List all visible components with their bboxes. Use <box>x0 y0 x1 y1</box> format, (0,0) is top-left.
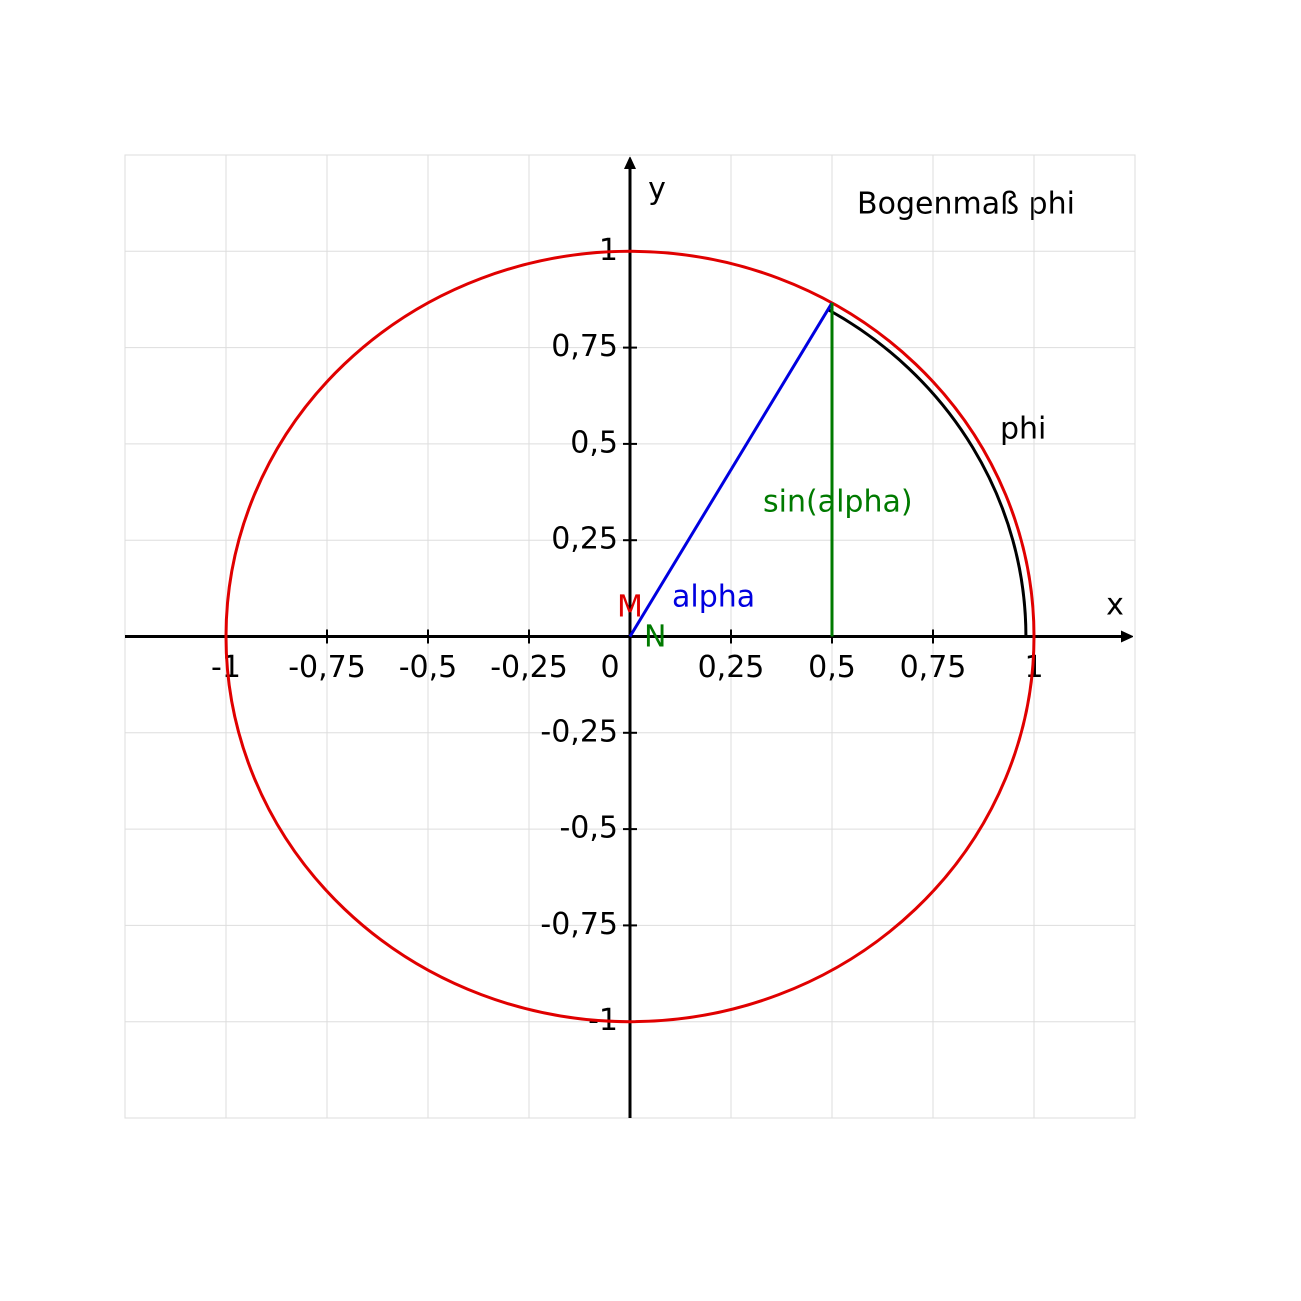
x-tick-label: 0,75 <box>900 650 967 685</box>
y-tick-label: -0,75 <box>540 907 618 942</box>
x-tick-label: -0,25 <box>490 650 568 685</box>
radius-line <box>628 302 834 638</box>
x-tick-label: 0 <box>600 650 619 685</box>
y-tick-label: -0,5 <box>559 811 618 846</box>
x-tick-label: -0,5 <box>399 650 458 685</box>
x-axis-label: x <box>1106 588 1124 623</box>
label-m: M <box>617 590 643 625</box>
unit-circle <box>224 249 1036 1024</box>
label-phi: phi <box>1000 412 1046 447</box>
y-axis-label: y <box>648 172 666 207</box>
x-tick-label: 0,5 <box>808 650 856 685</box>
x-tick-label: -0,75 <box>288 650 366 685</box>
label-sin: sin(alpha) <box>763 485 913 520</box>
y-tick-label: 1 <box>599 233 618 268</box>
label-n: N <box>644 620 666 655</box>
y-tick-label: 0,5 <box>570 425 618 460</box>
x-tick-label: 0,25 <box>698 650 765 685</box>
title: Bogenmaß phi <box>857 187 1075 222</box>
y-tick-label: 0,75 <box>551 329 618 364</box>
phi-arc <box>827 308 1028 637</box>
y-tick-label: -0,25 <box>540 714 618 749</box>
label-alpha: alpha <box>672 580 755 615</box>
y-tick-label: 0,25 <box>551 522 618 557</box>
